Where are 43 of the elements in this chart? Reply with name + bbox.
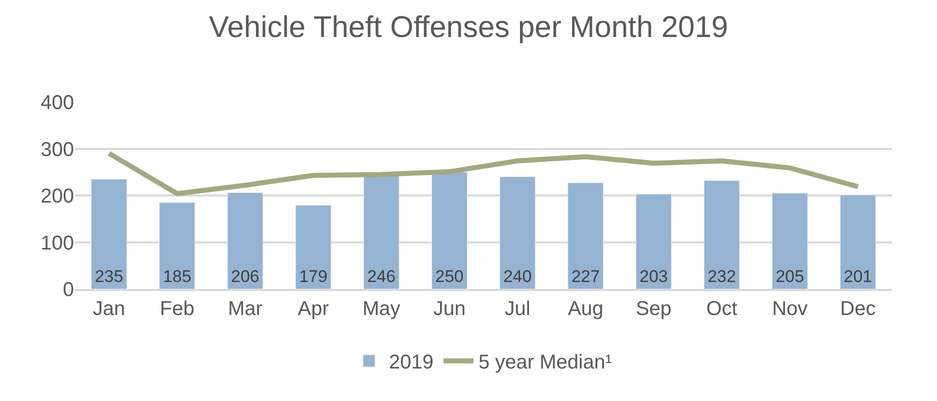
x-tick-label: Dec — [840, 298, 876, 320]
bar — [568, 182, 604, 289]
legend-label: 2019 — [389, 352, 434, 374]
data-label: 203 — [640, 267, 668, 286]
y-tick-label: 400 — [40, 92, 74, 114]
data-label: 206 — [231, 267, 260, 286]
bar — [840, 194, 876, 289]
legend-label: 5 year Median¹ — [478, 352, 612, 374]
x-tick-label: Aug — [568, 298, 604, 320]
chart-title: Vehicle Theft Offenses per Month 2019 — [208, 11, 728, 44]
bar — [295, 205, 332, 289]
x-tick-label: Jul — [504, 298, 530, 320]
data-label: 205 — [776, 267, 804, 286]
bar — [432, 172, 468, 289]
bar — [772, 192, 808, 289]
data-label: 179 — [299, 267, 328, 286]
data-label: 201 — [844, 267, 872, 286]
x-tick-label: Apr — [298, 298, 330, 320]
bar — [500, 176, 536, 289]
bar — [159, 202, 196, 289]
x-tick-label: Feb — [160, 298, 194, 320]
x-tick-label: Mar — [228, 298, 263, 320]
x-tick-label: Sep — [636, 298, 672, 320]
x-tick-label: Jan — [92, 298, 126, 320]
y-tick-label: 200 — [40, 186, 74, 208]
bar — [91, 178, 127, 289]
y-tick-label: 0 — [62, 279, 74, 301]
bar — [636, 194, 672, 289]
x-tick-label: May — [362, 298, 400, 320]
data-label: 240 — [503, 267, 532, 286]
data-label: 235 — [94, 267, 124, 286]
x-tick-label: Nov — [772, 298, 808, 320]
x-tick-label: Oct — [706, 298, 738, 320]
bar — [227, 192, 264, 289]
data-label: 227 — [571, 267, 600, 286]
data-label: 185 — [162, 267, 192, 286]
data-label: 246 — [367, 267, 396, 286]
x-tick-label: Jun — [433, 298, 466, 320]
bar — [704, 180, 740, 289]
y-tick-label: 300 — [40, 138, 74, 161]
data-label: 250 — [435, 267, 464, 286]
data-label: 232 — [708, 267, 736, 286]
y-tick-label: 100 — [40, 232, 74, 254]
